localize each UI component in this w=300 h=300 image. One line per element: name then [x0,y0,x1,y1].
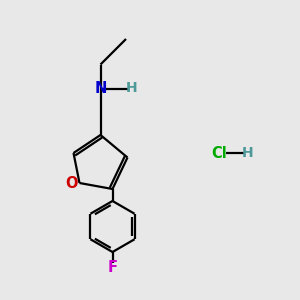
Text: F: F [107,260,118,275]
Text: O: O [65,176,78,190]
Text: Cl: Cl [211,146,227,160]
Text: H: H [242,146,253,160]
Text: N: N [94,81,107,96]
Text: H: H [126,82,138,95]
